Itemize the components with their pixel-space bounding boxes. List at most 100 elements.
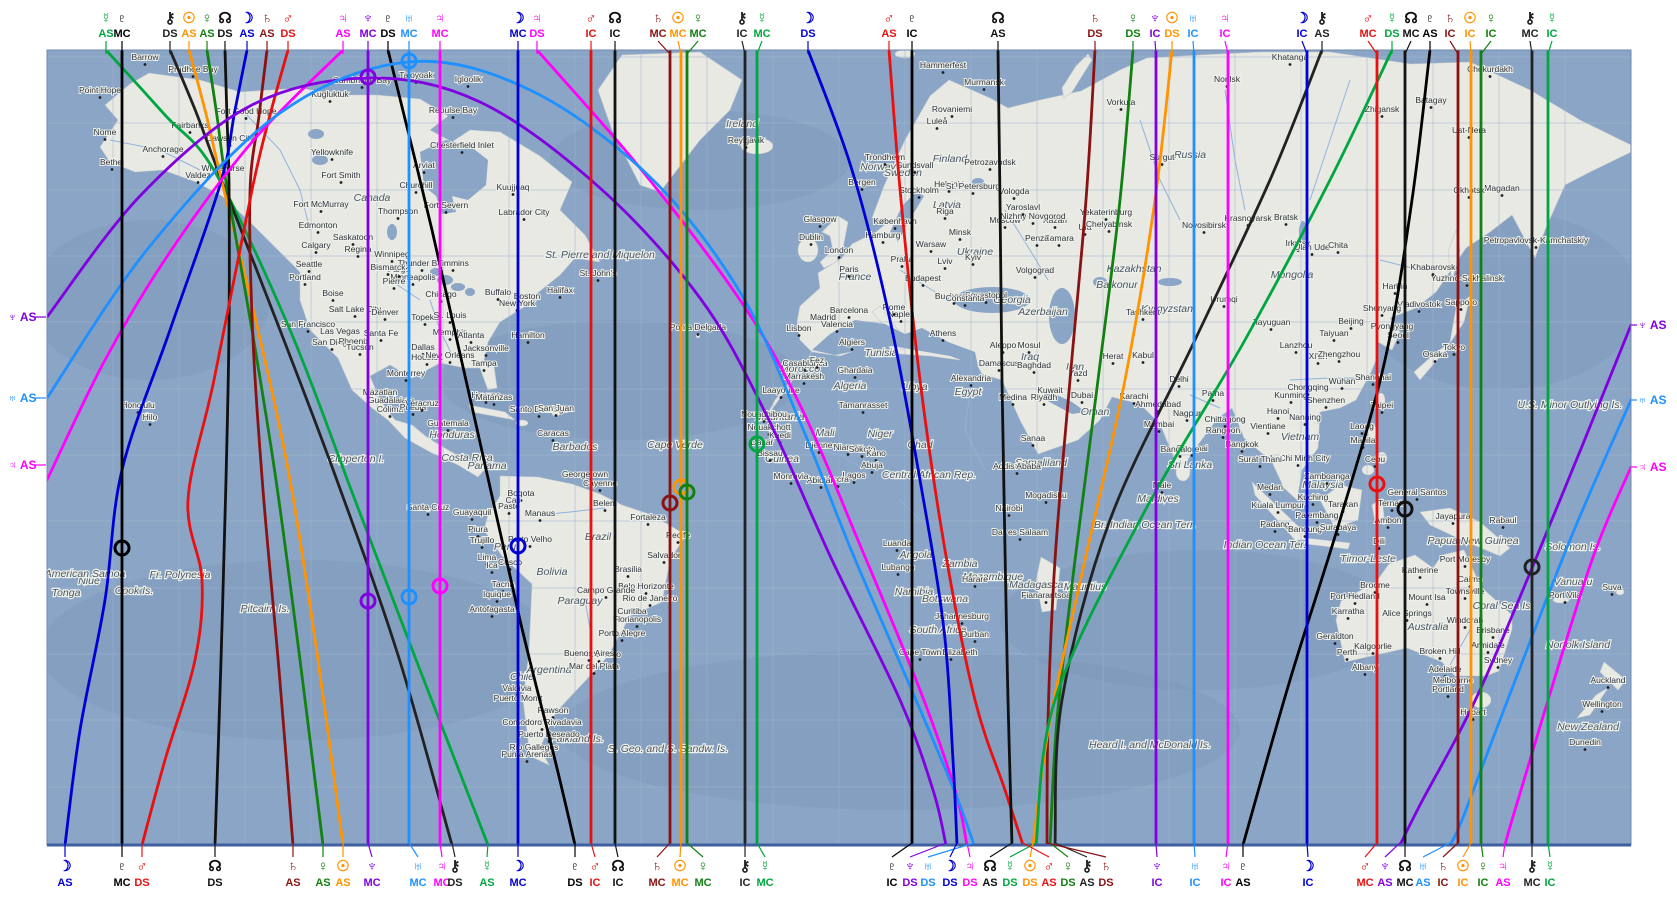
line-mercury-as[interactable] <box>104 50 490 845</box>
top-label-sun-ds[interactable]: ☉DS <box>1164 10 1180 54</box>
line-node-ds[interactable] <box>213 50 231 845</box>
top-label-mercury-as[interactable]: ☿AS <box>98 10 114 54</box>
line-mercury-ds[interactable] <box>1034 50 1394 845</box>
top-label-chiron-ds[interactable]: ⚷DS <box>162 10 178 54</box>
bottom-label-venus-ic[interactable]: ♀ IC <box>1477 842 1489 889</box>
bottom-label-venus-as[interactable]: ♀ AS <box>315 843 331 889</box>
top-label-mars-ds[interactable]: ♂DS <box>280 10 296 54</box>
top-label-chiron-ic[interactable]: ⚷IC <box>737 10 748 55</box>
bottom-label-saturn-mc[interactable]: ♄ MC <box>648 842 671 889</box>
top-label-moon-as[interactable]: ☽AS <box>239 10 255 54</box>
bottom-label-mercury-as[interactable]: ☿ AS <box>479 842 495 889</box>
top-label-mercury-ic[interactable]: ☿IC <box>1546 10 1558 55</box>
bottom-label-jupiter-as[interactable]: ♃ AS <box>1495 842 1511 889</box>
line-pluto-as[interactable] <box>1241 50 1432 845</box>
top-label-sun-ic[interactable]: ☉IC <box>1463 10 1477 55</box>
bottom-label-venus-ds[interactable]: ♀ DS <box>1049 842 1076 889</box>
bottom-label-venus-mc[interactable]: ♀ MC <box>686 842 712 889</box>
left-label-jupiter-as[interactable]: ♃ AS <box>8 458 46 472</box>
top-label-moon-mc[interactable]: ☽MC <box>509 10 527 54</box>
top-label-node-ic[interactable]: ☊IC <box>608 10 622 54</box>
top-label-mercury-mc[interactable]: ☿MC <box>753 10 771 55</box>
top-label-uranus-ic[interactable]: ♅IC <box>1187 10 1199 55</box>
line-chiron-as[interactable] <box>1053 50 1324 845</box>
bottom-label-jupiter-ds[interactable]: ♃ DS <box>962 842 978 889</box>
line-moon-as[interactable] <box>63 50 249 845</box>
right-label-neptune-as[interactable]: ♆ AS <box>1631 318 1667 332</box>
top-label-pluto-ds[interactable]: ♇DS <box>380 10 396 54</box>
line-node-as[interactable] <box>996 50 1014 845</box>
bottom-label-pluto-ds[interactable]: ♇ DS <box>567 843 583 889</box>
bottom-label-mercury-ds[interactable]: ☿ DS <box>1002 842 1037 889</box>
bottom-label-sun-ic[interactable]: ☉ IC <box>1456 842 1472 889</box>
bottom-label-neptune-mc[interactable]: ♆ MC <box>363 842 381 889</box>
bottom-label-jupiter-ic[interactable]: ♃ IC <box>1220 842 1232 889</box>
top-label-mars-mc[interactable]: ♂MC <box>1359 10 1378 55</box>
top-label-pluto-mc[interactable]: ♇MC <box>113 10 131 54</box>
line-pluto-ds[interactable] <box>386 50 577 845</box>
top-label-venus-ds[interactable]: ♀DS <box>1125 10 1141 54</box>
bottom-label-chiron-ds[interactable]: ⚷ DS <box>447 842 463 889</box>
top-label-chiron-mc[interactable]: ⚷MC <box>1521 10 1539 55</box>
bottom-label-neptune-ic[interactable]: ♆ IC <box>1151 842 1163 889</box>
bottom-label-chiron-mc[interactable]: ⚷ MC <box>1523 843 1541 889</box>
top-label-saturn-ic[interactable]: ♄IC <box>1444 10 1459 55</box>
bottom-label-node-ic[interactable]: ☊ IC <box>611 842 625 889</box>
top-label-venus-mc[interactable]: ♀MC <box>686 10 707 55</box>
bottom-label-moon-ds[interactable]: ☽ DS <box>942 842 958 889</box>
bottom-label-uranus-as[interactable]: ♅ AS <box>1415 842 1451 889</box>
top-label-moon-ds[interactable]: ☽DS <box>800 10 816 54</box>
right-label-uranus-as[interactable]: ♅ AS <box>1631 393 1667 407</box>
right-label-jupiter-as[interactable]: ♃ AS <box>1631 460 1667 474</box>
top-label-saturn-mc[interactable]: ♄MC <box>649 10 671 55</box>
top-label-jupiter-as[interactable]: ♃AS <box>335 10 351 54</box>
line-sun-as[interactable] <box>187 50 345 845</box>
bottom-label-mars-mc[interactable]: ♂ MC <box>1356 842 1378 889</box>
top-label-pluto-as[interactable]: ♇AS <box>1422 10 1438 54</box>
line-mars-ds[interactable] <box>140 50 290 845</box>
bottom-label-saturn-ic[interactable]: ♄ IC <box>1437 842 1459 889</box>
top-label-chiron-as[interactable]: ⚷AS <box>1314 10 1330 54</box>
top-label-jupiter-ic[interactable]: ♃IC <box>1219 10 1231 55</box>
top-label-saturn-ds[interactable]: ♄DS <box>1087 10 1103 54</box>
bottom-label-pluto-ic[interactable]: ♇ IC <box>886 842 913 889</box>
bottom-label-node-mc[interactable]: ☊ MC <box>1396 843 1414 889</box>
left-label-neptune-as[interactable]: ♆ AS <box>8 310 46 324</box>
top-label-jupiter-ds[interactable]: ♃DS <box>529 10 545 54</box>
line-jupiter-as[interactable] <box>47 50 345 482</box>
top-label-pluto-ic[interactable]: ♇IC <box>906 10 918 54</box>
top-label-saturn-as[interactable]: ♄AS <box>259 10 275 54</box>
bottom-label-chiron-as[interactable]: ⚷ AS <box>1054 842 1095 889</box>
line-venus-as[interactable] <box>205 50 325 845</box>
bottom-label-mars-ds[interactable]: ♂ DS <box>134 843 150 889</box>
bottom-label-node-ds[interactable]: ☊ DS <box>207 843 223 889</box>
top-label-uranus-mc[interactable]: ♅MC <box>400 10 418 54</box>
bottom-label-saturn-as[interactable]: ♄ AS <box>285 843 301 889</box>
top-label-mars-ic[interactable]: ♂IC <box>585 10 597 54</box>
top-label-node-ds[interactable]: ☊DS <box>217 10 233 54</box>
bottom-label-pluto-as[interactable]: ♇ AS <box>1235 843 1251 889</box>
top-label-neptune-ic[interactable]: ♆IC <box>1149 10 1161 55</box>
bottom-label-uranus-mc[interactable]: ♅ MC <box>408 842 427 889</box>
bottom-label-uranus-ds[interactable]: ♅ DS <box>920 842 975 889</box>
line-uranus-as[interactable] <box>47 59 976 845</box>
top-label-node-mc[interactable]: ☊MC <box>1402 10 1420 55</box>
bottom-label-sun-mc[interactable]: ☉ MC <box>671 842 689 889</box>
top-label-venus-as[interactable]: ♀AS <box>199 10 215 54</box>
bottom-label-neptune-as[interactable]: ♆ AS <box>1377 842 1401 889</box>
top-label-node-as[interactable]: ☊AS <box>990 10 1006 54</box>
top-label-mercury-ds[interactable]: ☿DS <box>1384 10 1400 54</box>
bottom-label-uranus-ic[interactable]: ♅ IC <box>1189 842 1201 889</box>
bottom-label-mercury-ic[interactable]: ☿ IC <box>1544 842 1556 889</box>
bottom-label-chiron-ic[interactable]: ⚷ IC <box>740 843 751 889</box>
top-label-neptune-mc[interactable]: ♆MC <box>359 10 377 54</box>
bottom-label-sun-as[interactable]: ☉ AS <box>335 843 351 889</box>
top-label-sun-mc[interactable]: ☉MC <box>669 10 687 55</box>
bottom-label-pluto-mc[interactable]: ♇ MC <box>113 843 131 889</box>
line-venus-ds[interactable] <box>1048 50 1135 845</box>
bottom-label-mars-ic[interactable]: ♂ IC <box>589 842 601 889</box>
top-label-sun-as[interactable]: ☉AS <box>181 10 197 54</box>
bottom-label-mercury-mc[interactable]: ☿ MC <box>756 842 774 889</box>
bottom-label-sun-ds[interactable]: ☉ DS <box>1022 842 1038 889</box>
